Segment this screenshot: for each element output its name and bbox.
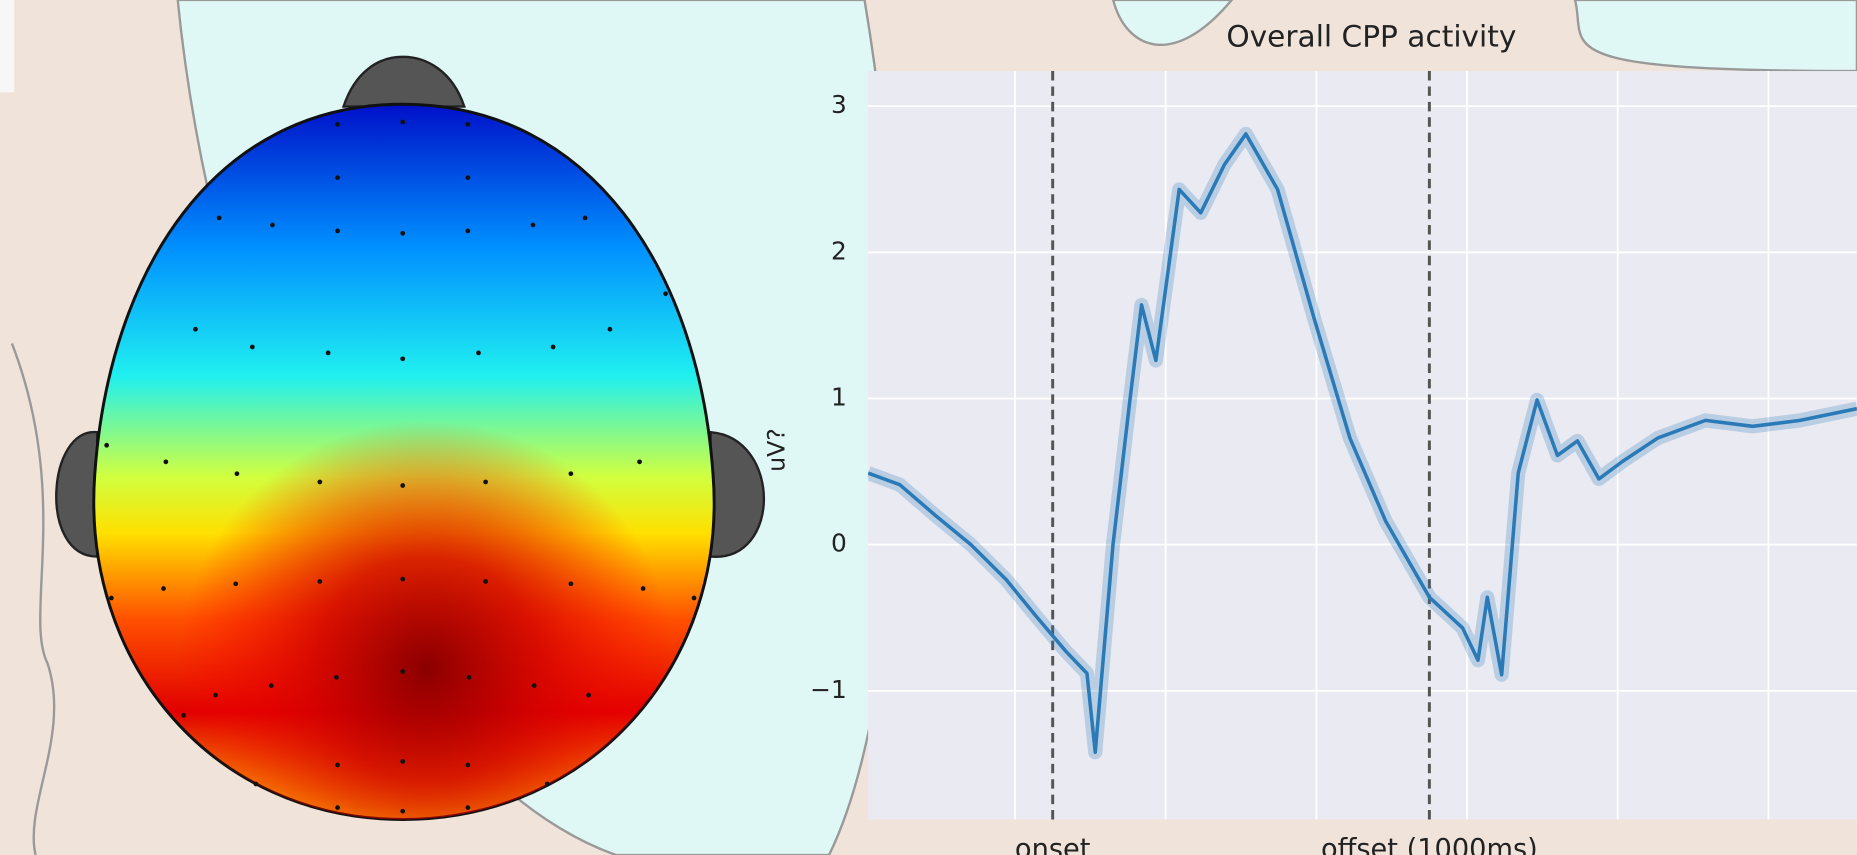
y-tick-label: −1	[810, 675, 847, 704]
page: {"chart_data": {"type": "line", "title":…	[0, 0, 1857, 855]
y-tick-label: 1	[831, 382, 847, 411]
colorbar-label: uV?	[763, 428, 791, 472]
x-tick-label: offset (1000ms)	[1321, 834, 1538, 855]
x-tick-label: onset	[1015, 834, 1091, 855]
panel-edge	[0, 0, 14, 92]
y-tick-label: 3	[831, 90, 847, 119]
y-tick-label: 2	[831, 236, 847, 265]
y-tick-label: 0	[831, 529, 847, 558]
screenshot: uV? −1 0 1 2 3 onset offset (1000ms) Overall C…	[0, 0, 1857, 855]
hotspot	[94, 104, 714, 819]
chart-title: Overall CPP activity	[1226, 19, 1516, 53]
plot-area	[868, 71, 1857, 819]
